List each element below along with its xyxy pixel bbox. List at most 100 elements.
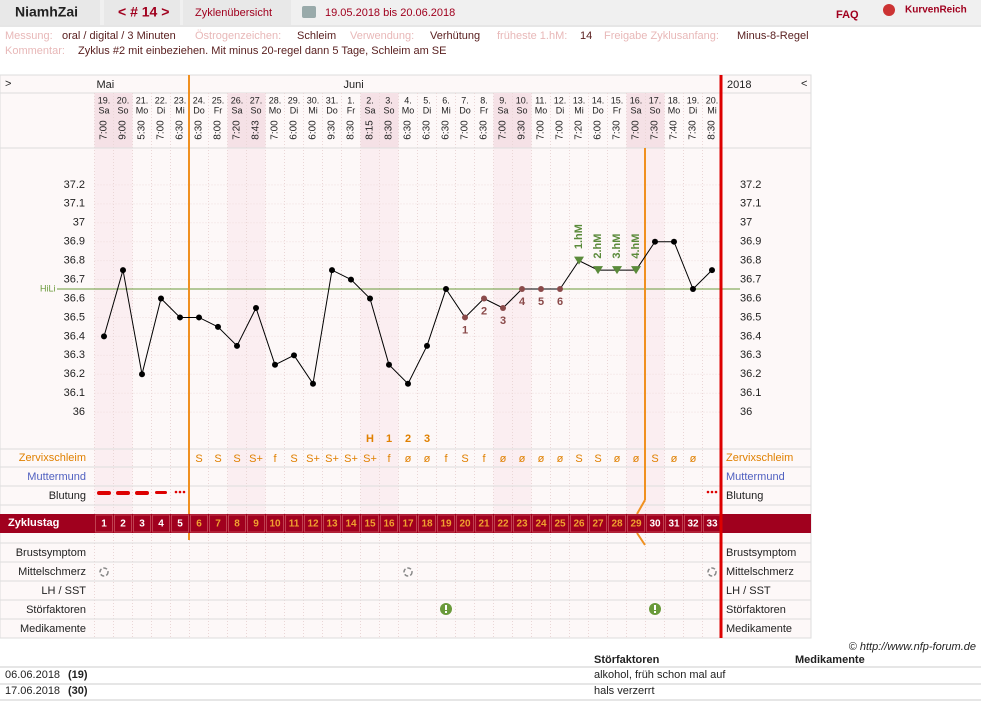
count-label: 2 — [481, 305, 487, 317]
cycle-day: 30 — [649, 519, 661, 530]
temperature-point — [538, 286, 544, 293]
weekday: Sa — [231, 105, 242, 115]
cycle-day: 22 — [497, 519, 509, 530]
temperature-point — [272, 361, 278, 368]
y-tick-label: 37.1 — [740, 198, 761, 210]
cycle-day: 19 — [440, 519, 452, 530]
weekday: So — [383, 105, 394, 115]
time: 7:20 — [574, 120, 585, 140]
temperature-point — [120, 267, 126, 274]
mucus-symbol: f — [273, 453, 277, 465]
date: 21. — [136, 95, 149, 105]
mucus-symbol: S — [233, 453, 240, 465]
y-tick-label: 36.3 — [64, 349, 85, 361]
y-tick-label: 36.7 — [64, 273, 85, 285]
y-tick-label: 36.9 — [740, 236, 761, 248]
mucus-symbol: S — [461, 453, 468, 465]
y-tick-label: 36.9 — [64, 236, 85, 248]
mucus-symbol: ø — [519, 453, 526, 465]
y-tick-label: 37.1 — [64, 198, 85, 210]
time: 6:30 — [403, 120, 414, 140]
peak-label: 1 — [386, 433, 392, 445]
temperature-point — [574, 256, 584, 265]
row-day: (30) — [68, 685, 88, 697]
y-tick-label: 36.5 — [64, 311, 85, 323]
pain-icon — [707, 567, 717, 577]
print-icon[interactable] — [302, 6, 316, 18]
date: 15. — [611, 95, 624, 105]
weekday: Mi — [441, 105, 451, 115]
temperature-point — [101, 333, 107, 340]
nav-tab — [104, 0, 180, 25]
hm-label: 4.hM — [630, 234, 642, 259]
weekday: Di — [157, 105, 166, 115]
mucus-symbol: ø — [424, 453, 431, 465]
cycle-day: 24 — [535, 519, 547, 530]
time: 7:30 — [612, 120, 623, 140]
time: 6:30 — [441, 120, 452, 140]
date: 30. — [307, 95, 320, 105]
disturbance-icon — [445, 605, 447, 610]
weekday: Mi — [574, 105, 584, 115]
y-tick-label: 36.6 — [740, 292, 761, 304]
cycle-day-cell — [608, 514, 626, 533]
weekday: Mi — [175, 105, 185, 115]
weekday: Di — [556, 105, 565, 115]
brand[interactable]: KurvenReich — [905, 5, 967, 16]
weekday: Mo — [402, 105, 415, 115]
cycle-day: 26 — [573, 519, 585, 530]
temperature-point — [671, 238, 677, 245]
temperature-point — [709, 267, 715, 274]
y-tick-label: 37 — [740, 217, 752, 229]
info-value: Verhütung — [430, 30, 480, 42]
weekday: Di — [290, 105, 299, 115]
row-label: Störfaktoren — [26, 604, 86, 616]
cycle-nav[interactable]: < # 14 > — [118, 4, 169, 20]
weekend-body — [360, 148, 380, 514]
date: 26. — [231, 95, 244, 105]
cycle-divider — [636, 499, 646, 515]
mucus-symbol: S+ — [306, 453, 320, 465]
time: 8:00 — [213, 120, 224, 140]
cycle-day-cell — [494, 514, 512, 533]
user[interactable]: NiamhZai — [15, 4, 78, 20]
date: 8. — [480, 95, 488, 105]
bleeding-icon — [135, 491, 149, 495]
disturbance-icon — [654, 611, 656, 613]
cycle-day: 14 — [345, 519, 357, 530]
cycle-day-cell — [399, 514, 417, 533]
weekday: Mi — [308, 105, 318, 115]
row-label: LH / SST — [726, 585, 771, 597]
temperature-point — [310, 380, 316, 387]
peak-label: H — [366, 433, 374, 445]
weekend-body — [94, 148, 114, 514]
row-label: Blutung — [726, 490, 763, 502]
time: 7:30 — [688, 120, 699, 140]
cycle-day: 11 — [289, 519, 300, 530]
nav: < — [801, 78, 807, 90]
row-label: Brustsymptom — [726, 547, 796, 559]
date: 13. — [573, 95, 586, 105]
overview-tab — [183, 0, 291, 25]
mucus-symbol: S+ — [249, 453, 263, 465]
temperature-point — [139, 371, 145, 378]
date: 19. — [687, 95, 700, 105]
date: 18. — [668, 95, 681, 105]
y-tick-label: 36.8 — [64, 255, 85, 267]
y-tick-label: 37 — [73, 217, 85, 229]
temperature-point — [177, 314, 183, 321]
overview[interactable]: Zyklenübersicht — [195, 7, 272, 19]
column-header: Störfaktoren — [594, 654, 660, 666]
faq[interactable]: FAQ — [836, 9, 859, 21]
cycle-day-cell — [190, 514, 208, 533]
cycle-day: 27 — [592, 519, 604, 530]
date: 28. — [269, 95, 282, 105]
row-label: Zervixschleim — [726, 452, 793, 464]
cycle-day: 1 — [101, 519, 107, 530]
y-tick-label: 36.1 — [740, 387, 761, 399]
cycle-day-cell — [152, 514, 170, 533]
temperature-point — [690, 286, 696, 293]
weekday: Mi — [707, 105, 717, 115]
user-tab — [0, 0, 100, 25]
cycle-day-cell — [133, 514, 151, 533]
